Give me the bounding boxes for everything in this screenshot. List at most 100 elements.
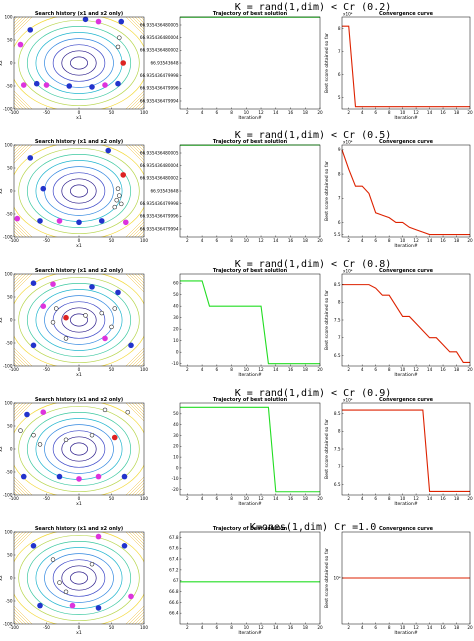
x-tick-label: 16 bbox=[288, 238, 294, 243]
contour-corner bbox=[14, 403, 27, 416]
y-tick-label: 6.5 bbox=[334, 353, 341, 358]
y-tick-label: 66.93543648 bbox=[151, 188, 179, 193]
y-axis-label: Best score obtained so far bbox=[324, 290, 330, 350]
y-tick-label: 60 bbox=[173, 281, 179, 286]
exponent-label: x10⁴ bbox=[343, 269, 353, 274]
contour-corner bbox=[14, 605, 33, 624]
contour-corner bbox=[14, 274, 27, 287]
row-title: K = rand(1,dim) < Cr (0.5) bbox=[235, 130, 392, 141]
x-tick-label: 12 bbox=[413, 625, 419, 630]
x-tick-label: 16 bbox=[440, 238, 446, 243]
search-point bbox=[128, 342, 134, 349]
search-point bbox=[118, 18, 125, 25]
search-point bbox=[40, 409, 47, 416]
y-tick-label: 100 bbox=[5, 400, 13, 405]
x-tick-label: 12 bbox=[413, 367, 419, 372]
x-tick-label: 100 bbox=[140, 367, 148, 372]
x-tick-label: 8 bbox=[230, 496, 233, 501]
x-tick-label: 2 bbox=[347, 496, 350, 501]
search-point bbox=[63, 314, 69, 321]
y-tick-label: 66.935436480005 bbox=[140, 150, 179, 155]
y-axis-label: x2 bbox=[0, 446, 4, 452]
x-tick-label: 6 bbox=[216, 110, 219, 115]
contour-corner bbox=[14, 532, 27, 545]
x-tick-label: 2 bbox=[186, 625, 189, 630]
y-tick-label: 8 bbox=[338, 429, 341, 434]
contour-corner bbox=[128, 145, 144, 161]
x-tick-label: 16 bbox=[440, 367, 446, 372]
y-tick-label: 20 bbox=[173, 327, 179, 332]
search-point bbox=[76, 219, 82, 226]
x-tick-label: 20 bbox=[467, 110, 473, 115]
y-tick-label: 6 bbox=[338, 220, 341, 225]
x-tick-label: 14 bbox=[427, 110, 433, 115]
x-tick-label: 8 bbox=[388, 496, 391, 501]
contour-corner bbox=[125, 90, 144, 109]
x-axis-label: Iteration# bbox=[238, 501, 261, 507]
contour-ellipse bbox=[70, 184, 88, 198]
contour-corner bbox=[140, 233, 144, 237]
contour-corner bbox=[137, 359, 144, 366]
search-point bbox=[54, 306, 59, 311]
panel-title: Trajectory of best solution bbox=[213, 526, 288, 532]
y-tick-label: -100 bbox=[3, 492, 13, 497]
panel-title: Search history (x1 and x2 only) bbox=[35, 526, 123, 532]
contour-corner bbox=[14, 482, 27, 495]
contour-corner bbox=[14, 218, 33, 237]
x-tick-label: 50 bbox=[109, 496, 115, 501]
y-tick-label: 9 bbox=[338, 147, 341, 152]
contour-corner bbox=[128, 350, 144, 366]
contour-lines bbox=[14, 274, 144, 366]
search-point bbox=[109, 324, 114, 330]
y-tick-label: 0 bbox=[10, 317, 13, 322]
contour-corner bbox=[14, 362, 18, 366]
x-tick-label: 20 bbox=[317, 367, 323, 372]
contour-corner bbox=[14, 491, 18, 495]
x-tick-label: 10 bbox=[400, 367, 406, 372]
y-tick-label: 30 bbox=[173, 433, 179, 438]
search-point bbox=[114, 197, 119, 203]
y-tick-label: 0 bbox=[10, 188, 13, 193]
search-point bbox=[37, 442, 43, 447]
contour-corner bbox=[140, 620, 144, 624]
contour-corner bbox=[14, 221, 30, 237]
x-tick-label: 14 bbox=[427, 496, 433, 501]
x-tick-label: 18 bbox=[303, 238, 309, 243]
x-tick-label: 0 bbox=[78, 496, 81, 501]
y-tick-label: 50 bbox=[7, 552, 13, 557]
x-tick-label: 16 bbox=[440, 496, 446, 501]
contour-ellipse bbox=[61, 50, 97, 76]
contour-corner bbox=[134, 274, 144, 284]
y-tick-label: 0 bbox=[10, 575, 13, 580]
y-tick-label: -20 bbox=[172, 487, 179, 492]
y-tick-label: 8 bbox=[338, 300, 341, 305]
contour-corner bbox=[14, 17, 33, 36]
x-tick-label: 14 bbox=[427, 625, 433, 630]
contour-corner bbox=[140, 532, 144, 536]
contour-corner bbox=[125, 17, 144, 36]
search-point bbox=[20, 473, 27, 480]
contour-corner bbox=[125, 403, 144, 422]
convergence-line bbox=[342, 25, 470, 108]
contour-corner bbox=[14, 102, 21, 109]
search-point bbox=[102, 335, 108, 342]
search-point bbox=[102, 407, 108, 413]
contour-corner bbox=[14, 17, 27, 30]
contour-corner bbox=[131, 403, 144, 416]
x-tick-label: 14 bbox=[273, 367, 279, 372]
x-tick-label: 8 bbox=[388, 367, 391, 372]
x-tick-label: 20 bbox=[467, 367, 473, 372]
y-tick-label: 50 bbox=[7, 423, 13, 428]
contour-ellipse bbox=[18, 405, 140, 493]
x-tick-label: 10 bbox=[400, 238, 406, 243]
y-tick-label: 8.5 bbox=[334, 282, 341, 287]
y-axis-label: x2 bbox=[0, 317, 4, 323]
contour-corner bbox=[14, 403, 33, 422]
contour-ellipse bbox=[70, 571, 88, 585]
y-tick-label: 0 bbox=[176, 350, 179, 355]
search-point bbox=[50, 281, 56, 287]
x-tick-label: -50 bbox=[43, 625, 50, 630]
search-point bbox=[89, 561, 95, 567]
x-tick-label: -100 bbox=[9, 367, 19, 372]
x-tick-label: 2 bbox=[347, 625, 350, 630]
